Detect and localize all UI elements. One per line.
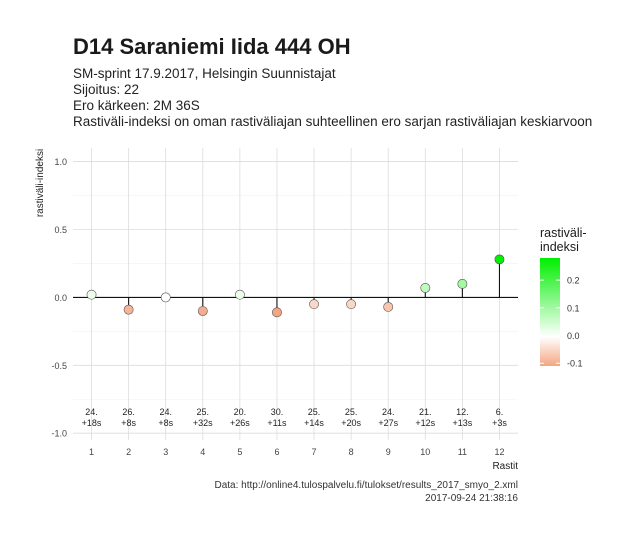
lollipop-point [457, 278, 468, 289]
grid-lines [73, 148, 518, 440]
x-tick-label: 4 [200, 447, 205, 457]
rank-label: 25. [197, 407, 210, 417]
subtitle-explanation: Rastiväli-indeksi on oman rastiväliajan … [73, 114, 593, 129]
lollipop-point [494, 254, 505, 265]
rank-label: 26. [122, 407, 135, 417]
lollipop-point [346, 299, 357, 310]
x-axis: 1 2 3 4 5 6 7 8 9 10 11 12 [89, 447, 504, 457]
x-tick-label: 11 [458, 447, 467, 457]
x-tick-label: 10 [420, 447, 430, 457]
legend-tick-label: 0.0 [567, 331, 580, 341]
x-tick-label: 8 [349, 447, 354, 457]
lollipop-point [123, 304, 134, 315]
diff-label: +18s [82, 418, 102, 428]
legend-tick-label: -0.1 [567, 359, 583, 369]
rank-label: 25. [308, 407, 321, 417]
rank-label: 24. [159, 407, 172, 417]
diff-label: +12s [415, 418, 435, 428]
x-tick-label: 12 [494, 447, 504, 457]
lollipop-point [383, 302, 394, 312]
diff-label: +27s [378, 418, 398, 428]
diff-label: +13s [452, 418, 472, 428]
rank-label: 6. [496, 407, 504, 417]
y-tick-label: 0.5 [54, 225, 67, 235]
diff-label: +26s [230, 418, 250, 428]
rank-label: 21. [419, 407, 432, 417]
lollipop-point [272, 307, 282, 318]
lollipop-point [234, 289, 245, 300]
x-tick-label: 7 [312, 447, 317, 457]
rank-label: 12. [456, 407, 469, 417]
x-tick-label: 3 [163, 447, 168, 457]
diff-label: +8s [121, 418, 136, 428]
legend-title: rastiväli- indeksi [540, 226, 587, 254]
lollipop-point [197, 306, 208, 316]
point-labels: 24.+18s26.+8s24.+8s25.+32s20.+26s30.+11s… [82, 407, 508, 428]
x-tick-label: 5 [237, 447, 242, 457]
x-tick-label: 2 [126, 447, 131, 457]
legend-tick-label: 0.1 [567, 303, 580, 313]
y-tick-label: -0.5 [51, 361, 67, 371]
y-tick-label: -1.0 [51, 429, 67, 439]
diff-label: +14s [304, 418, 324, 428]
legend-ticks: 0.2 0.1 0.0 -0.1 [540, 276, 583, 369]
x-tick-label: 1 [89, 447, 94, 457]
diff-label: +20s [341, 418, 361, 428]
x-tick-label: 6 [274, 447, 279, 457]
lollipop-point [86, 289, 97, 300]
lollipop-point [160, 292, 171, 303]
rank-label: 24. [382, 407, 395, 417]
lollipop-point [309, 299, 319, 310]
legend-colorbar [540, 258, 560, 366]
diff-label: +32s [193, 418, 213, 428]
diff-label: +11s [267, 418, 287, 428]
y-tick-label: 0.0 [54, 293, 67, 303]
rank-label: 24. [85, 407, 98, 417]
y-tick-label: 1.0 [54, 157, 67, 167]
lollipop-point [420, 282, 431, 293]
subtitle-event: SM-sprint 17.9.2017, Helsingin Suunnista… [73, 66, 336, 81]
x-tick-label: 9 [386, 447, 391, 457]
y-axis-label: rastiväli-indeksi [35, 149, 46, 217]
chart-title: D14 Saraniemi Iida 444 OH [73, 34, 351, 59]
subtitle-placing: Sijoitus: 22 [73, 82, 140, 97]
y-axis: 1.0 0.5 0.0 -0.5 -1.0 [51, 157, 67, 439]
diff-label: +3s [492, 418, 507, 428]
timestamp-caption: 2017-09-24 21:38:16 [425, 493, 518, 504]
data-marks [73, 254, 518, 318]
legend-tick-label: 0.2 [567, 276, 580, 286]
subtitle-gap: Ero kärkeen: 2M 36S [73, 98, 200, 113]
diff-label: +8s [158, 418, 173, 428]
rank-label: 25. [345, 407, 358, 417]
x-axis-label: Rastit [492, 461, 518, 472]
rank-label: 20. [234, 407, 247, 417]
data-source-caption: Data: http://online4.tulospalvelu.fi/tul… [214, 480, 518, 491]
rank-label: 30. [271, 407, 284, 417]
